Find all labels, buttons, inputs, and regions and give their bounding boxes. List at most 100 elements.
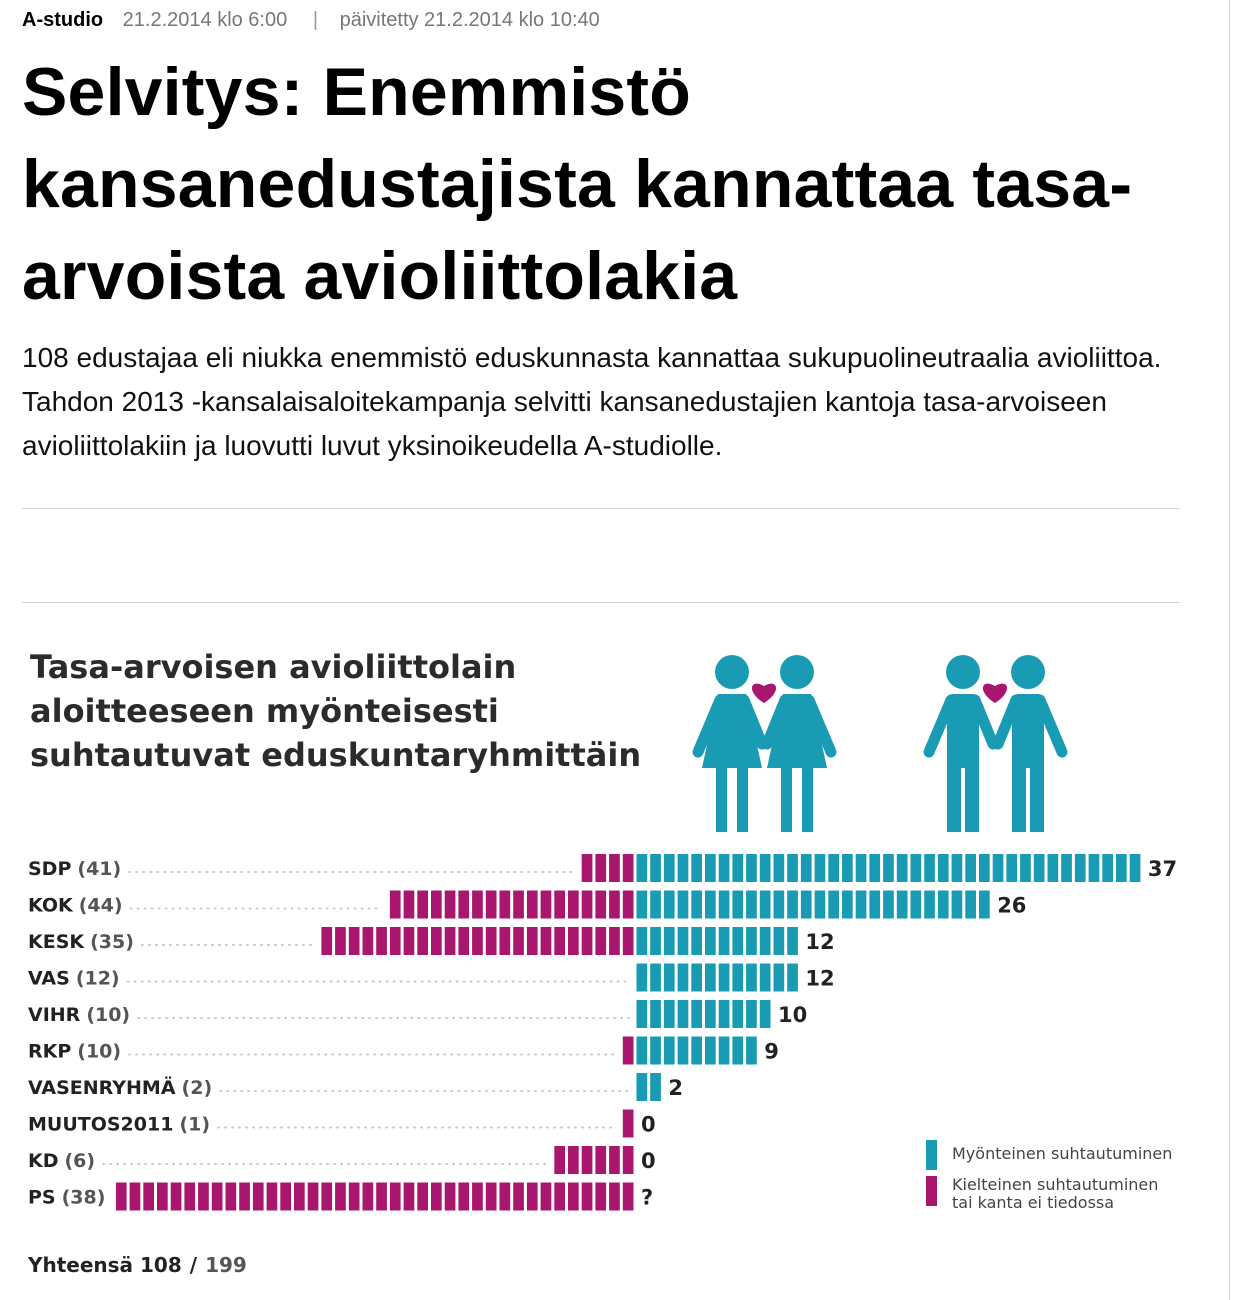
article-headline: Selvitys: Enemmistö kansanedustajista ka…	[22, 54, 1133, 314]
bar-segment-negative	[526, 1182, 538, 1211]
bar-segment-positive	[718, 927, 730, 955]
person-leg	[716, 768, 727, 832]
bar-segment-negative	[115, 1182, 127, 1211]
bar-segment-negative	[595, 1182, 607, 1211]
female-couple-icon	[692, 655, 837, 832]
person-arm	[1034, 694, 1068, 758]
bar-segment-negative	[622, 1146, 634, 1174]
bar-segment-negative	[581, 1146, 593, 1174]
person-arm	[738, 694, 768, 750]
bar-segment-negative	[622, 1109, 634, 1138]
chart-infographic: Tasa-arvoisen avioliittolain aloitteeseen…	[27, 648, 1177, 1277]
bar-segment-positive	[992, 854, 1004, 882]
bar-segment-positive	[855, 854, 867, 882]
bar-segment-positive	[1129, 854, 1141, 882]
party-label: KESK (35)	[28, 931, 134, 953]
bar-segment-negative	[622, 927, 634, 955]
person-arm	[923, 694, 957, 758]
group-size: (1)	[179, 1114, 210, 1136]
value-label: 0	[641, 1149, 656, 1173]
heart-icon	[982, 683, 1008, 703]
bar-segment-negative	[540, 1182, 552, 1211]
couple-icons	[692, 655, 1068, 832]
bar-segment-positive	[636, 890, 648, 919]
person-arm	[761, 694, 791, 750]
legend-label-positive: Myönteinen suhtautuminen	[952, 1144, 1172, 1163]
bar-segment-positive	[1102, 854, 1113, 882]
bar-segment-negative	[485, 890, 497, 919]
value-label: 12	[805, 967, 834, 991]
chart-legend: Myönteinen suhtautuminen Kielteinen suhta…	[926, 1140, 1172, 1212]
bar-segment-negative	[581, 890, 593, 919]
bar-segment-negative	[554, 1146, 565, 1174]
party-label: KOK (44)	[28, 895, 123, 917]
value-label: 26	[997, 894, 1026, 918]
published-time: 21.2.2014 klo 6:00	[122, 9, 288, 31]
bar-segment-negative	[157, 1182, 168, 1211]
group-size: (12)	[76, 968, 120, 990]
bar-segment-positive	[883, 854, 894, 882]
bar-segment-positive	[663, 927, 675, 955]
chart-row: VAS (12) 12	[28, 963, 835, 992]
person-leg	[737, 768, 748, 832]
bar-segment-negative	[389, 1182, 401, 1211]
chart-total: Yhteensä 108/199	[27, 1253, 247, 1277]
article-lead: 108 edustajaa eli niukka enemmistö edusk…	[22, 342, 1162, 461]
chart-title-line: Tasa-arvoisen avioliittolain	[30, 648, 516, 686]
chart-row: KD (6) 0	[28, 1146, 656, 1174]
group-size: (41)	[77, 858, 121, 880]
group-size: (10)	[77, 1041, 121, 1063]
bar-segment-negative	[526, 890, 538, 919]
bar-segment-negative	[513, 890, 524, 919]
bar-segment-negative	[431, 890, 442, 919]
chart-row: VIHR (10) 10	[28, 1000, 807, 1028]
bar-segment-positive	[663, 963, 675, 992]
bar-segment-positive	[732, 1036, 744, 1065]
chart-row: KOK (44) 26	[28, 890, 1026, 919]
bar-segment-positive	[705, 963, 716, 992]
bar-segment-negative	[376, 1182, 387, 1211]
bar-segment-negative	[499, 890, 511, 919]
bar-segment-positive	[924, 890, 935, 919]
person-torso	[947, 694, 979, 768]
bar-segment-positive	[718, 1000, 730, 1028]
section-link[interactable]: A-studio	[22, 9, 104, 31]
bar-segment-positive	[1033, 854, 1045, 882]
person-arm	[803, 694, 837, 758]
bar-segment-negative	[348, 927, 360, 955]
male-couple-icon	[923, 655, 1068, 832]
bar-segment-positive	[842, 854, 853, 882]
bar-segment-positive	[773, 927, 785, 955]
bar-segment-negative	[417, 1182, 428, 1211]
bar-segment-positive	[705, 854, 716, 882]
bar-segment-positive	[759, 927, 771, 955]
bar-segment-negative	[513, 1182, 524, 1211]
person-arm	[692, 694, 726, 758]
bar-segment-negative	[376, 927, 387, 955]
person-arm	[969, 694, 999, 750]
group-size: (2)	[182, 1077, 213, 1099]
bar-segment-positive	[677, 890, 689, 919]
bar-segment-negative	[321, 927, 333, 955]
bar-segment-positive	[814, 854, 826, 882]
group-size: (10)	[86, 1004, 130, 1026]
bar-segment-negative	[321, 1182, 333, 1211]
bar-segment-positive	[732, 854, 744, 882]
bar-segment-negative	[239, 1182, 250, 1211]
meta-separator: |	[312, 9, 319, 31]
person-head	[946, 655, 980, 689]
bar-segment-negative	[609, 1146, 620, 1174]
bar-segment-negative	[225, 1182, 237, 1211]
bar-segment-positive	[663, 890, 675, 919]
person-leg	[1030, 760, 1044, 832]
bar-segment-negative	[595, 1146, 607, 1174]
bar-segment-positive	[691, 1036, 702, 1065]
bar-segment-positive	[691, 1000, 702, 1028]
person-head	[715, 655, 749, 689]
bar-segment-positive	[636, 1036, 648, 1065]
party-label: PS (38)	[28, 1187, 105, 1209]
bar-segment-negative	[581, 854, 593, 882]
chart-title: Tasa-arvoisen avioliittolain aloitteeseen…	[30, 648, 641, 774]
bar-segment-positive	[650, 854, 661, 882]
value-label: 0	[641, 1113, 656, 1137]
